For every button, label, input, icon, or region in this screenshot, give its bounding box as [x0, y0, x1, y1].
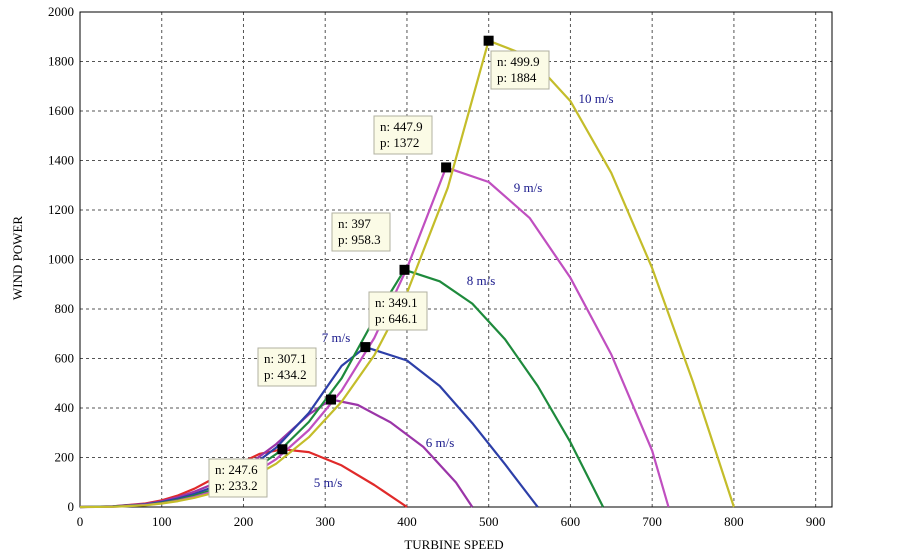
data-tip-3: n: 349.1p: 646.1	[368, 291, 428, 331]
peak-marker-5	[441, 162, 452, 173]
series-label-1: 5 m/s	[314, 475, 343, 490]
x-axis-label: TURBINE SPEED	[404, 537, 503, 552]
x-tick-label: 600	[561, 514, 581, 529]
y-tick-label: 1200	[48, 202, 74, 217]
data-tip-5: n: 447.9p: 1372	[373, 115, 433, 155]
y-tick-label: 0	[68, 499, 75, 514]
x-tick-label: 900	[806, 514, 826, 529]
data-tip-2: n: 307.1p: 434.2	[257, 347, 317, 387]
plot-area-frame	[79, 11, 833, 508]
x-tick-label: 100	[152, 514, 172, 529]
series-labels: 5 m/s 6 m/s 7 m/s 8 m/s 9 m/s 10 m/s	[314, 91, 614, 490]
y-tick-label: 800	[55, 301, 75, 316]
data-tip-box	[331, 212, 391, 252]
series-label-2: 6 m/s	[426, 435, 455, 450]
peak-marker-4	[399, 264, 410, 275]
x-tick-label: 700	[642, 514, 662, 529]
series-label-4: 8 m/s	[467, 273, 496, 288]
y-tick-label: 1400	[48, 153, 74, 168]
data-tip-p: p: 1372	[380, 135, 419, 150]
peak-marker-1	[277, 444, 288, 455]
data-tip-box	[257, 347, 317, 387]
data-tip-p: p: 233.2	[215, 478, 258, 493]
series-label-6: 10 m/s	[578, 91, 613, 106]
series-line-4	[79, 268, 605, 509]
y-tick-label: 1800	[48, 54, 74, 69]
data-tip-6: n: 499.9p: 1884	[490, 50, 550, 90]
data-tip-n: n: 247.6	[215, 462, 258, 477]
x-tick-label: 800	[724, 514, 744, 529]
data-tips: n: 247.6p: 233.2 n: 307.1p: 434.2 n: 349.1…	[208, 50, 550, 498]
peak-marker-3	[360, 342, 371, 353]
series-line-6	[79, 39, 735, 509]
series-label-5: 9 m/s	[514, 180, 543, 195]
data-tip-n: n: 499.9	[497, 54, 540, 69]
data-tip-box	[368, 291, 428, 331]
data-tip-n: n: 349.1	[375, 295, 418, 310]
axis-ticks: 0 100 200 300 400 500 600 700 800 900 0 200 400 600 80…	[48, 4, 825, 529]
data-tip-p: p: 1884	[497, 70, 537, 85]
peak-marker-2	[326, 394, 337, 405]
x-tick-label: 200	[234, 514, 254, 529]
y-tick-label: 600	[55, 351, 75, 366]
y-axis-label: WIND POWER	[10, 216, 25, 300]
y-tick-label: 1600	[48, 103, 74, 118]
x-tick-label: 0	[77, 514, 84, 529]
data-tip-n: n: 447.9	[380, 119, 423, 134]
data-tip-1: n: 247.6p: 233.2	[208, 458, 268, 498]
data-tip-n: n: 397	[338, 216, 371, 231]
data-tip-box	[490, 50, 550, 90]
data-tip-box	[208, 458, 268, 498]
peak-marker-6	[483, 35, 494, 46]
y-tick-label: 1000	[48, 252, 74, 267]
data-tip-p: p: 646.1	[375, 311, 418, 326]
grid	[80, 12, 832, 507]
data-tip-p: p: 434.2	[264, 367, 307, 382]
x-tick-label: 300	[315, 514, 335, 529]
series-label-3: 7 m/s	[322, 330, 351, 345]
peak-markers	[277, 35, 494, 455]
y-tick-label: 200	[55, 450, 75, 465]
data-tip-box	[373, 115, 433, 155]
y-tick-label: 2000	[48, 4, 74, 19]
data-tip-n: n: 307.1	[264, 351, 307, 366]
x-tick-label: 400	[397, 514, 417, 529]
y-tick-label: 400	[55, 400, 75, 415]
x-tick-label: 500	[479, 514, 499, 529]
data-tip-p: p: 958.3	[338, 232, 381, 247]
